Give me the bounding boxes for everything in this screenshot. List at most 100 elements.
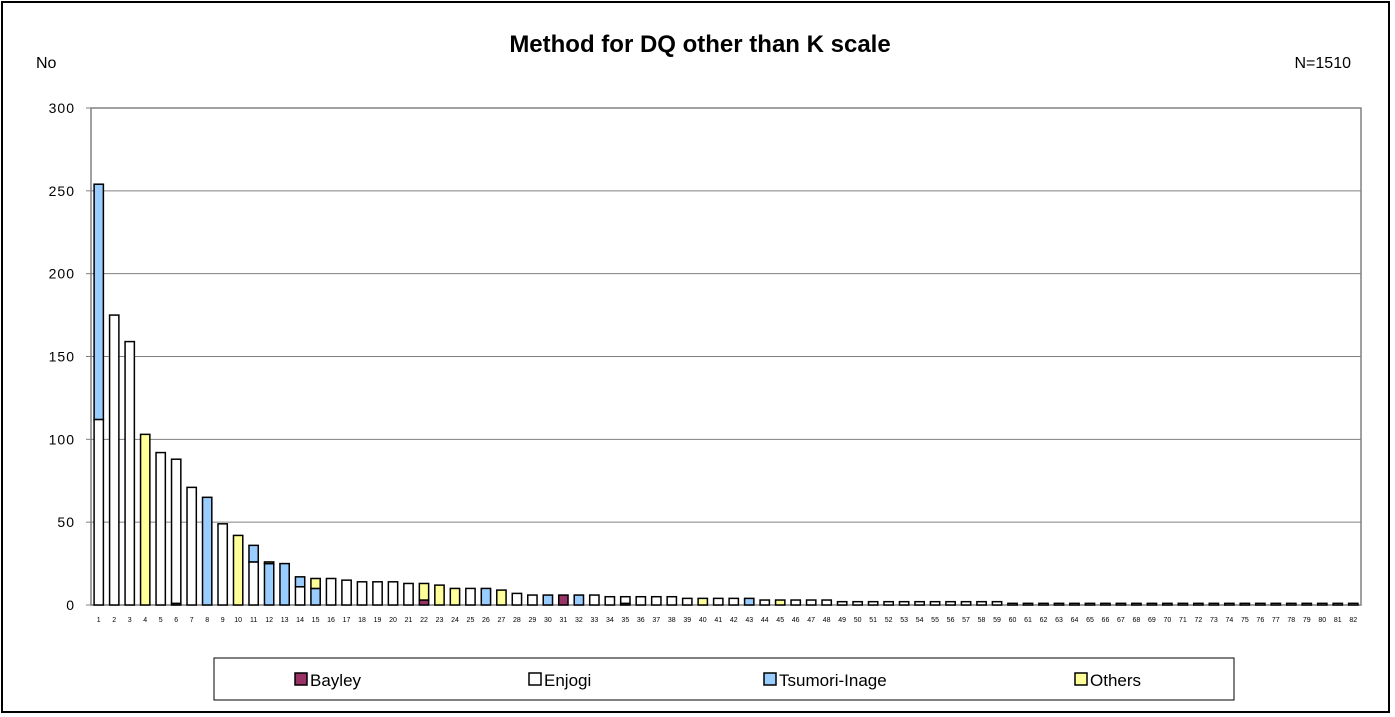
x-tick-label: 36	[637, 617, 645, 624]
bar-enjogi	[1270, 602, 1282, 606]
x-tick-label: 8	[205, 617, 209, 624]
x-tick-label: 64	[1071, 617, 1079, 624]
y-tick-label: 100	[49, 431, 75, 447]
x-tick-label: 74	[1225, 617, 1233, 624]
bar-others	[449, 587, 461, 606]
x-tick-label: 15	[312, 617, 320, 624]
y-tick-label: 300	[49, 100, 75, 116]
bar-tsumori-inage	[743, 597, 755, 606]
x-tick-label: 30	[544, 617, 552, 624]
y-tick-label: 50	[57, 514, 75, 530]
x-tick-label: 52	[885, 617, 893, 624]
bar-enjogi	[1285, 602, 1297, 606]
bar-others	[310, 577, 321, 590]
bar-enjogi	[619, 595, 631, 605]
x-tick-label: 28	[513, 617, 521, 624]
x-tick-label: 22	[420, 617, 428, 624]
bar-enjogi	[712, 597, 724, 606]
legend: Bayley Enjogi Tsumori-Inage Others	[213, 657, 1235, 701]
x-tick-label: 53	[900, 617, 908, 624]
bar-enjogi	[1239, 602, 1251, 606]
bar-enjogi	[527, 594, 538, 606]
x-tick-label: 3	[128, 617, 132, 624]
bar-enjogi	[1100, 602, 1111, 606]
x-tick-label: 50	[854, 617, 862, 624]
x-tick-label: 61	[1024, 617, 1032, 624]
x-axis-ticks: 1 2 3 4 5 6 7 8 9 10 11 12 13 14 15 16 17 18 19 20 21 22 23 24 2…	[97, 617, 1357, 624]
bar-enjogi	[1192, 602, 1204, 606]
bar-enjogi	[914, 600, 925, 606]
bar-enjogi	[991, 600, 1003, 606]
bar-enjogi	[666, 595, 678, 606]
x-tick-label: 57	[962, 617, 970, 624]
y-axis-ticks: 0 50 100 150 200 250 300	[49, 100, 91, 613]
x-tick-label: 69	[1148, 617, 1156, 624]
x-tick-label: 59	[993, 617, 1001, 624]
bar-enjogi	[1069, 602, 1080, 606]
x-tick-label: 73	[1210, 617, 1218, 624]
x-tick-label: 31	[559, 617, 567, 624]
x-tick-label: 21	[405, 617, 413, 624]
bar-others	[434, 584, 445, 606]
x-tick-label: 24	[451, 617, 459, 624]
x-tick-label: 76	[1256, 617, 1264, 624]
bar-enjogi	[170, 458, 182, 605]
x-tick-label: 5	[159, 617, 163, 624]
bar-enjogi	[372, 581, 383, 606]
legend-swatch-tsumori-inage	[763, 672, 777, 686]
bar-others	[139, 433, 151, 606]
bar-tsumori-inage	[263, 562, 275, 606]
x-tick-label: 33	[590, 617, 598, 624]
bar-enjogi	[124, 340, 136, 606]
bar-enjogi	[1131, 602, 1142, 606]
legend-label-others: Others	[1090, 671, 1141, 690]
bar-tsumori-inage	[294, 576, 306, 588]
bar-tsumori-inage	[573, 594, 585, 606]
bar-enjogi	[1162, 602, 1173, 606]
bar-enjogi	[960, 600, 972, 606]
x-tick-label: 2	[112, 617, 116, 624]
sample-size-label: N=1510	[1295, 55, 1352, 72]
bar-enjogi	[883, 600, 895, 606]
x-tick-label: 45	[776, 617, 784, 624]
bar-enjogi	[1038, 602, 1049, 606]
x-tick-label: 14	[296, 617, 304, 624]
bar-bayley	[557, 594, 569, 606]
bar-others	[774, 599, 786, 606]
bar-others	[496, 589, 507, 606]
x-tick-label: 66	[1102, 617, 1110, 624]
x-tick-label: 44	[761, 617, 769, 624]
bar-enjogi	[108, 314, 120, 606]
bar-enjogi	[387, 581, 399, 606]
bar-others	[697, 597, 709, 606]
bar-enjogi	[852, 600, 864, 606]
bar-enjogi	[945, 600, 956, 606]
x-tick-label: 62	[1040, 617, 1048, 624]
bar-others	[418, 582, 430, 601]
bar-enjogi	[1301, 602, 1313, 606]
x-tick-label: 10	[234, 617, 242, 624]
bar-enjogi	[465, 587, 476, 606]
legend-label-tsumori-inage: Tsumori-Inage	[779, 671, 887, 690]
x-tick-label: 4	[143, 617, 147, 624]
x-tick-label: 58	[978, 617, 986, 624]
bar-enjogi	[635, 595, 647, 606]
bar-enjogi	[805, 599, 817, 606]
x-tick-label: 78	[1287, 617, 1295, 624]
bar-others	[263, 561, 275, 565]
x-tick-label: 40	[699, 617, 707, 624]
legend-swatch-enjogi	[528, 672, 542, 686]
bar-enjogi	[1053, 602, 1065, 606]
bar-enjogi	[1177, 602, 1189, 606]
x-tick-label: 7	[190, 617, 194, 624]
x-tick-label: 13	[281, 617, 289, 624]
x-tick-label: 37	[652, 617, 660, 624]
bar-enjogi	[759, 599, 771, 606]
bar-enjogi	[728, 597, 740, 606]
x-tick-label: 80	[1318, 617, 1326, 624]
x-tick-label: 43	[745, 617, 753, 624]
bar-enjogi	[681, 597, 693, 606]
x-tick-label: 39	[683, 617, 691, 624]
bar-enjogi	[155, 451, 167, 606]
y-tick-label: 200	[49, 266, 75, 282]
